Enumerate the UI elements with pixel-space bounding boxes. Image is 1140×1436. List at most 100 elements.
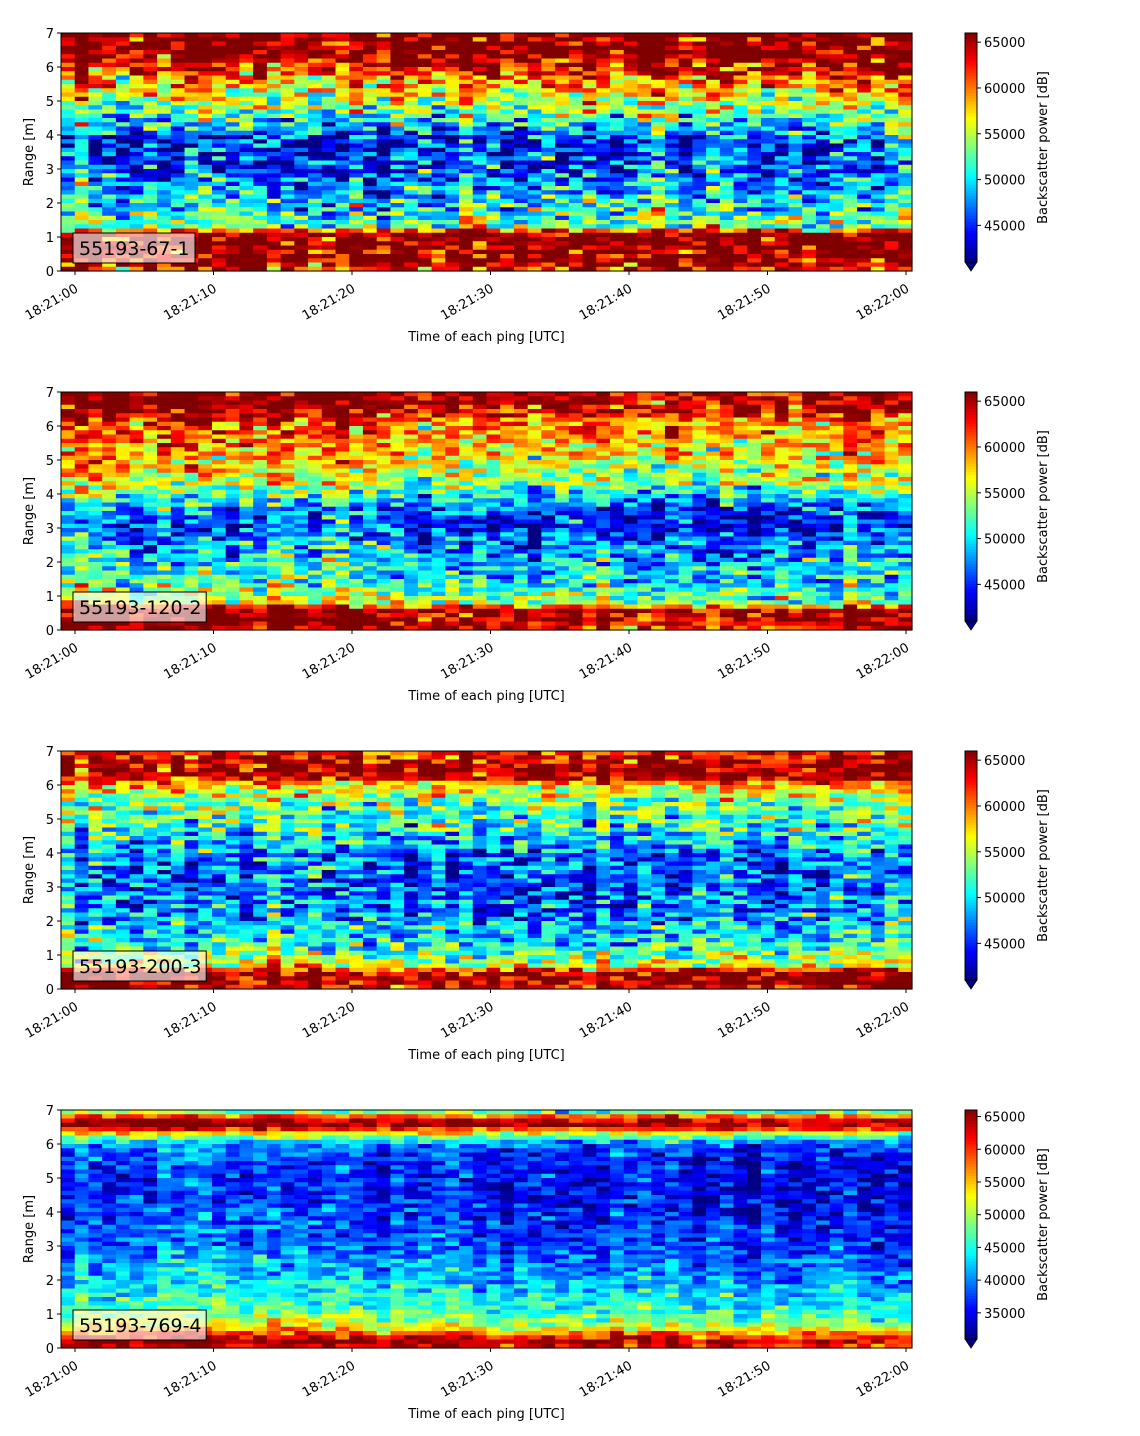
heatmap-cell [239,130,254,136]
heatmap-cell [308,139,323,145]
heatmap-cell [802,118,817,123]
heatmap-cell [788,130,803,136]
heatmap-cell [170,438,186,444]
heatmap-cell [129,472,144,478]
heatmap-cell [280,579,295,584]
heatmap-cell [225,241,241,247]
heatmap-cell [349,532,364,538]
heatmap-cell [239,203,254,208]
heatmap-cell [88,468,103,474]
heatmap-cell [74,540,90,546]
heatmap-cell [884,139,899,145]
heatmap-cell [870,177,886,183]
heatmap-cell [266,254,282,259]
heatmap-cell [870,139,886,145]
heatmap-cell [390,477,405,482]
heatmap-cell [294,211,309,217]
heatmap-cell [898,173,913,179]
heatmap-cell [390,498,405,504]
colorbar-segment [965,124,977,128]
heatmap-cell [417,135,433,140]
heatmap-cell [239,583,254,589]
heatmap-cell [568,109,584,115]
heatmap-cell [74,220,90,225]
heatmap-cell [253,181,268,187]
heatmap-cell [651,245,666,251]
heatmap-cell [115,79,131,85]
heatmap-cell [349,45,364,51]
heatmap-cell [239,41,254,47]
heatmap-cell [774,126,790,132]
heatmap-cell [472,54,488,60]
heatmap-cell [486,122,501,128]
heatmap-cell [637,177,652,183]
heatmap-cell [115,468,131,474]
heatmap-cell [184,426,199,431]
heatmap-cell [294,126,309,132]
heatmap-cell [239,245,254,251]
heatmap-cell [623,50,639,55]
heatmap-cell [843,215,858,221]
colorbar-segment [965,144,977,148]
heatmap-cell [321,421,337,427]
heatmap-cell [651,113,666,119]
heatmap-cell [157,579,172,584]
heatmap-cell [170,553,186,559]
heatmap-cell [733,177,748,183]
heatmap-cell [500,33,515,38]
heatmap-cell [143,147,158,153]
heatmap-cell [774,186,790,191]
heatmap-cell [294,241,309,247]
heatmap-cell [253,511,268,516]
heatmap-cell [568,237,584,242]
heatmap-cell [61,608,76,614]
heatmap-cell [308,88,323,94]
heatmap-cell [623,186,639,191]
heatmap-cell [198,574,213,580]
heatmap-cell [170,135,186,140]
heatmap-cell [610,198,625,204]
heatmap-cell [88,579,103,584]
heatmap-cell [211,579,227,584]
heatmap-cell [335,67,350,72]
heatmap-cell [582,135,597,140]
heatmap-cell [761,262,776,268]
heatmap-cell [815,169,831,174]
heatmap-cell [362,190,378,196]
heatmap-cell [225,570,241,576]
heatmap-cell [88,156,103,162]
heatmap-cell [335,41,350,47]
heatmap-cell [157,105,172,111]
heatmap-cell [404,232,419,238]
heatmap-cell [664,79,680,85]
heatmap-cell [706,194,721,200]
heatmap-cell [129,404,144,410]
heatmap-cell [266,417,282,423]
heatmap-cell [170,228,186,234]
heatmap-cell [280,71,295,77]
heatmap-cell [445,156,460,162]
heatmap-cell [857,58,872,64]
heatmap-cell [61,621,76,627]
heatmap-cell [253,139,268,145]
heatmap-cell [404,75,419,81]
heatmap-cell [417,113,433,119]
heatmap-cell [637,258,652,264]
heatmap-cell [445,84,460,89]
heatmap-cell [582,50,597,55]
heatmap-cell [102,67,117,72]
heatmap-cell [404,101,419,106]
heatmap-cell [445,207,460,213]
heatmap-cell [129,84,144,89]
heatmap-cell [774,241,790,247]
heatmap-cell [459,96,474,102]
heatmap-cell [88,215,103,221]
heatmap-cell [431,237,446,242]
heatmap-cell [486,130,501,136]
heatmap-cell [733,173,748,179]
heatmap-cell [747,50,762,55]
heatmap-cell [664,232,680,238]
heatmap-cell [692,113,707,119]
heatmap-cell [157,203,172,208]
heatmap-cell [335,135,350,140]
